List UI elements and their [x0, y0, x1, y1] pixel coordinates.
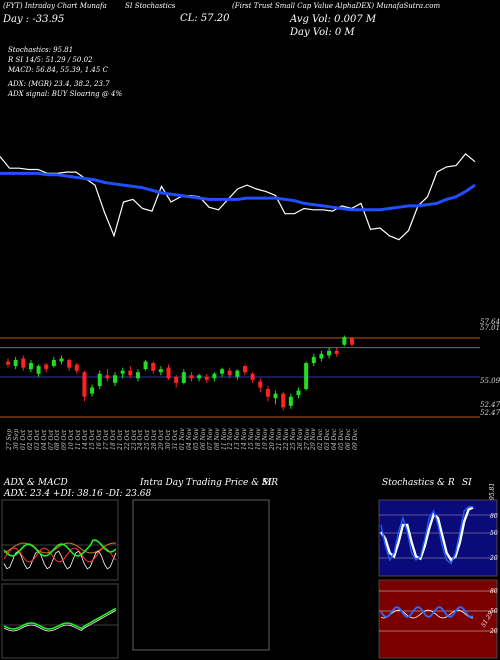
macd-panel-frame — [1, 583, 119, 659]
candle-body — [13, 359, 18, 367]
candle-body — [158, 369, 163, 373]
candle-body — [128, 370, 133, 376]
minus-di-line — [3, 547, 117, 563]
candle-body — [166, 367, 171, 379]
price-label-low-2: 52.47 — [480, 409, 500, 417]
macd-signal-line — [3, 610, 117, 632]
moving-average-line — [0, 171, 476, 212]
day-volume: Day Vol: 0 M — [290, 27, 355, 38]
adx-signal-readout: ADX signal: BUY Sloaring @ 4% — [8, 90, 123, 98]
price-label-top: 57.64 — [480, 318, 500, 326]
rsi-white-line — [380, 609, 474, 619]
candle-body — [113, 375, 118, 383]
candle-body — [174, 376, 179, 383]
candle-body — [258, 381, 263, 388]
candle-body — [327, 350, 332, 356]
candle-body — [44, 364, 49, 370]
candle-body — [51, 359, 56, 367]
stoch-level-80: 80 — [490, 513, 498, 520]
stoch-panel-title: Stochastics & R — [382, 478, 455, 488]
price-label-low: 52.47 — [480, 401, 500, 409]
rsi-line — [380, 606, 474, 619]
header-right: (First Trust Small Cap Value AlphaDEX) M… — [232, 2, 441, 10]
candle-body — [350, 338, 354, 345]
intraday-panel-subtitle: SI — [262, 478, 272, 488]
candle-body — [265, 389, 270, 397]
candle-body — [273, 393, 278, 399]
header-left: (FYT) Intraday Chart Munafa — [3, 2, 107, 10]
rsi-readout: R SI 14/5: 51.29 / 50.02 — [8, 56, 93, 64]
macd-readout: MACD: 56.84, 55.39, 1.45 C — [8, 66, 108, 74]
candle-body — [28, 363, 33, 370]
intraday-panel-title: Intra Day Trading Price & MR — [140, 478, 279, 488]
candle-body — [67, 359, 72, 368]
adx-panel-values: ADX: 23.4 +DI: 38.16 -DI: 23.68 — [4, 489, 152, 499]
candle-body — [242, 366, 247, 373]
candle-body — [97, 373, 102, 386]
candle-body — [334, 350, 339, 354]
close-price: CL: 57.20 — [180, 13, 230, 24]
adx-panel-title: ADX & MACD — [4, 478, 68, 488]
candle-body — [74, 364, 79, 371]
price-label-mid: 55.09 — [480, 377, 500, 385]
candle-body — [90, 387, 95, 394]
candle-body — [36, 366, 41, 374]
macd-line — [3, 607, 117, 630]
intraday-panel-frame — [132, 499, 270, 651]
candle-body — [82, 372, 87, 397]
candle-body — [204, 376, 209, 380]
rsi-level-20: 20 — [490, 628, 498, 635]
candle-body — [135, 372, 140, 379]
candle-body — [181, 372, 186, 383]
candle-body — [235, 370, 240, 377]
candle-body — [250, 373, 255, 380]
candle-body — [120, 370, 125, 374]
adx-panel-frame — [1, 499, 119, 581]
candle-body — [311, 356, 316, 364]
plus-di-line — [3, 539, 117, 557]
price-label-second: 57.01 — [480, 324, 500, 332]
candle-body — [296, 390, 301, 396]
day-change: Day : -33.95 — [3, 14, 65, 25]
candle-body — [319, 353, 324, 359]
rsi-level-80: 80 — [490, 588, 498, 595]
candle-body — [143, 361, 148, 370]
header-mid: SI Stochastics — [125, 2, 176, 10]
candle-body — [342, 337, 347, 345]
rsi-level-50: 50 — [490, 608, 498, 615]
candle-body — [21, 358, 26, 368]
candle-body — [197, 375, 202, 379]
stoch-level-20: 20 — [490, 555, 498, 562]
candle-body — [6, 361, 10, 365]
candle-body — [212, 373, 217, 379]
candle-body — [220, 369, 225, 374]
stochastics-readout: Stochastics: 95.81 — [8, 46, 74, 54]
candle-body — [151, 363, 156, 371]
candle-body — [288, 396, 293, 406]
stoch-panel-subtitle: SI — [462, 478, 472, 488]
stoch-value-label: 95.81 — [489, 482, 496, 500]
rsi-panel-frame — [378, 579, 498, 659]
stoch-d-line — [379, 506, 474, 562]
stoch-level-50: 50 — [490, 530, 498, 537]
adx-line — [3, 542, 117, 554]
candle-body — [227, 370, 232, 376]
candle-body — [304, 363, 309, 390]
candle-body — [105, 375, 110, 379]
avg-volume: Avg Vol: 0.007 M — [290, 14, 377, 25]
adx-readout: ADX: (MGR) 23.4, 38.2, 23.7 — [8, 80, 110, 88]
candle-body — [281, 393, 286, 408]
di-white-line — [3, 550, 117, 570]
stoch-k-line — [380, 506, 473, 565]
candle-body — [189, 375, 194, 379]
candle-body — [59, 358, 64, 362]
price-series-line — [0, 153, 476, 241]
